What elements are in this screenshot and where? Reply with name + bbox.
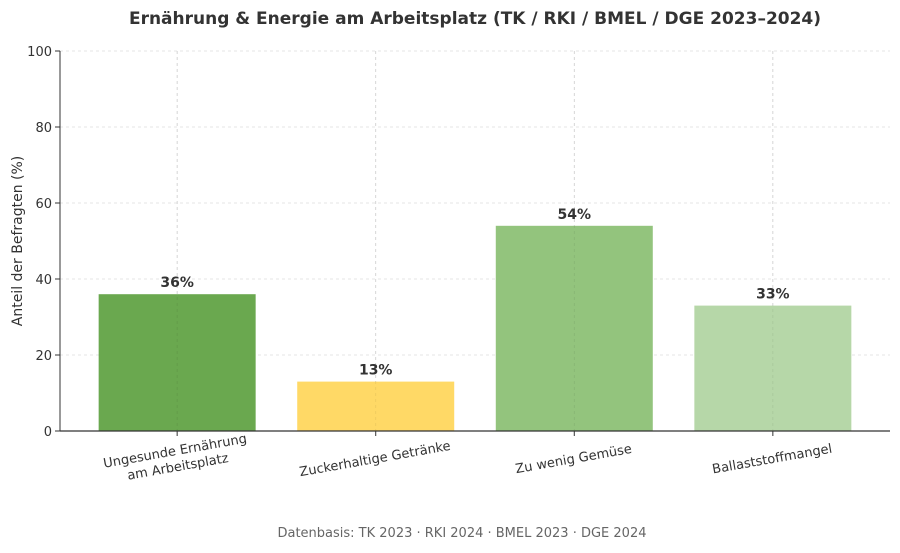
x-tick-label: Ungesunde Ernährungam Arbeitsplatz (102, 432, 251, 488)
data-label: 36% (160, 275, 194, 291)
y-tick-label: 40 (35, 273, 52, 288)
y-tick-label: 0 (44, 425, 52, 440)
x-tick-label-line: Zuckerhaltige Getränke (298, 439, 451, 480)
x-tick-label-line: Ballaststoffmangel (711, 442, 833, 478)
footnote: Datenbasis: TK 2023 · RKI 2024 · BMEL 20… (277, 526, 646, 541)
data-label: 54% (558, 207, 592, 223)
bar (694, 305, 852, 431)
x-tick-label: Zu wenig Gemüse (514, 442, 633, 477)
bar (98, 294, 256, 431)
y-tick-label: 80 (35, 121, 52, 136)
bar (495, 225, 653, 431)
x-tick-label-line: Zu wenig Gemüse (514, 442, 633, 477)
data-label: 33% (756, 287, 790, 303)
chart-title: Ernährung & Energie am Arbeitsplatz (TK … (129, 9, 821, 29)
y-tick-label: 20 (35, 349, 52, 364)
x-tick-label: Ballaststoffmangel (711, 442, 833, 478)
y-tick-label: 100 (27, 45, 52, 60)
bars: 36% 13% 54% 33% (98, 51, 852, 431)
bar (297, 381, 455, 431)
y-tick-label: 60 (35, 197, 52, 212)
data-label: 13% (359, 363, 393, 379)
x-tick-label: Zuckerhaltige Getränke (298, 439, 451, 480)
y-axis-label: Anteil der Befragten (%) (10, 156, 26, 327)
